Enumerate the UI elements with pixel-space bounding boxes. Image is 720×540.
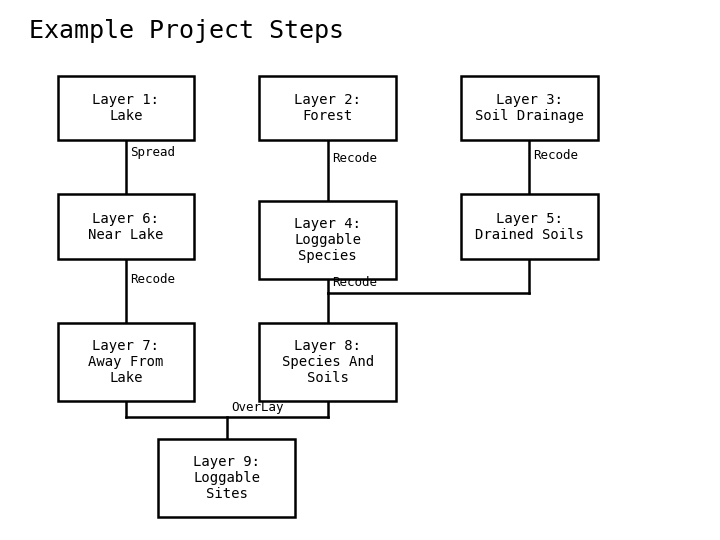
Text: Recode: Recode bbox=[332, 275, 377, 288]
FancyBboxPatch shape bbox=[259, 76, 396, 140]
Text: Layer 7:
Away From
Lake: Layer 7: Away From Lake bbox=[89, 339, 163, 385]
FancyBboxPatch shape bbox=[58, 194, 194, 259]
Text: Layer 1:
Lake: Layer 1: Lake bbox=[92, 93, 160, 123]
FancyBboxPatch shape bbox=[158, 438, 295, 517]
Text: Layer 9:
Loggable
Sites: Layer 9: Loggable Sites bbox=[193, 455, 261, 501]
Text: Recode: Recode bbox=[332, 152, 377, 165]
FancyBboxPatch shape bbox=[461, 194, 598, 259]
Text: Layer 4:
Loggable
Species: Layer 4: Loggable Species bbox=[294, 217, 361, 264]
FancyBboxPatch shape bbox=[58, 76, 194, 140]
Text: Recode: Recode bbox=[130, 273, 176, 286]
Text: Example Project Steps: Example Project Steps bbox=[29, 19, 344, 43]
Text: Layer 3:
Soil Drainage: Layer 3: Soil Drainage bbox=[474, 93, 584, 123]
Text: Layer 2:
Forest: Layer 2: Forest bbox=[294, 93, 361, 123]
Text: Layer 5:
Drained Soils: Layer 5: Drained Soils bbox=[474, 212, 584, 242]
Text: Spread: Spread bbox=[130, 146, 176, 159]
Text: Layer 6:
Near Lake: Layer 6: Near Lake bbox=[89, 212, 163, 242]
FancyBboxPatch shape bbox=[259, 322, 396, 401]
Text: OverLay: OverLay bbox=[231, 401, 284, 415]
Text: Layer 8:
Species And
Soils: Layer 8: Species And Soils bbox=[282, 339, 374, 385]
FancyBboxPatch shape bbox=[58, 322, 194, 401]
Text: Recode: Recode bbox=[534, 149, 579, 162]
FancyBboxPatch shape bbox=[461, 76, 598, 140]
FancyBboxPatch shape bbox=[259, 201, 396, 280]
